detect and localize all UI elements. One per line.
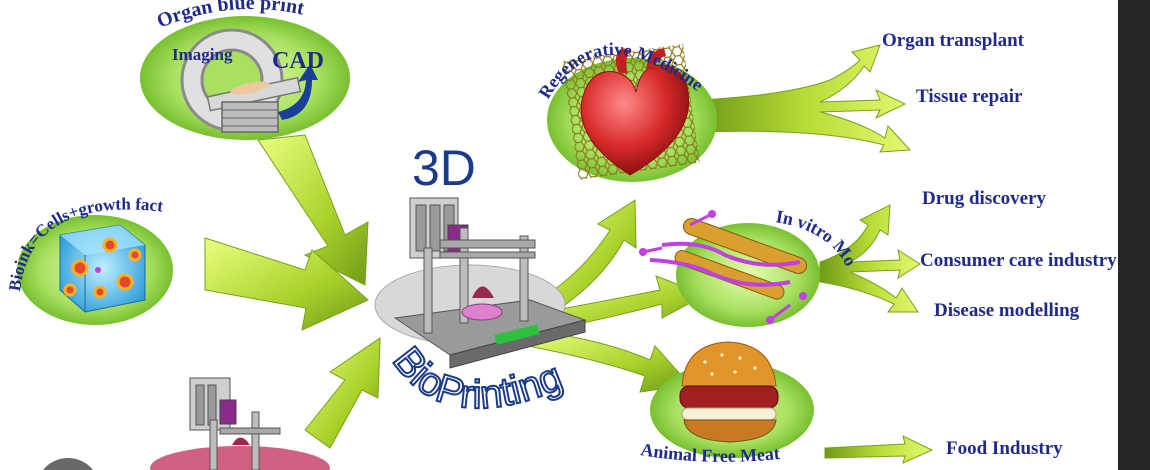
window-edge: [1118, 0, 1150, 470]
imaging-label: Imaging: [172, 45, 233, 64]
disease-modelling-label: Disease modelling: [934, 300, 1080, 321]
arrow-printer-to-regen: [539, 199, 637, 319]
bioprinter-icon: [393, 197, 587, 369]
organ-transplant-label: Organ transplant: [882, 30, 1024, 51]
arrow-blueprint-to-printer: [257, 134, 369, 286]
three-d-label: 3D: [412, 140, 476, 196]
mri-scanner-icon: [180, 28, 302, 133]
bottom-ellipse: [150, 446, 330, 470]
consumer-care-label: Consumer care industry: [920, 250, 1117, 271]
tissue-repair-label: Tissue repair: [916, 86, 1023, 107]
burger-icon: [679, 341, 779, 443]
arrow-bioink-to-printer: [204, 237, 369, 331]
drug-discovery-label: Drug discovery: [922, 188, 1047, 209]
cad-label: CAD: [272, 48, 324, 74]
arrow-invitro-branches: [819, 204, 921, 313]
cad-arrow-icon: [278, 64, 318, 120]
arrow-regen-branches: [699, 44, 912, 153]
heart-scaffold-icon: [562, 43, 700, 180]
arrow-bottom-to-printer: [304, 337, 381, 449]
hydrogel-cube-icon: [59, 224, 146, 313]
microfluidic-chip-icon: [639, 210, 808, 324]
food-industry-label: Food Industry: [946, 438, 1063, 459]
round-dark-corner: [43, 458, 93, 470]
small-bioprinter-icon: [189, 377, 281, 470]
arrow-food-industry: [824, 435, 934, 464]
